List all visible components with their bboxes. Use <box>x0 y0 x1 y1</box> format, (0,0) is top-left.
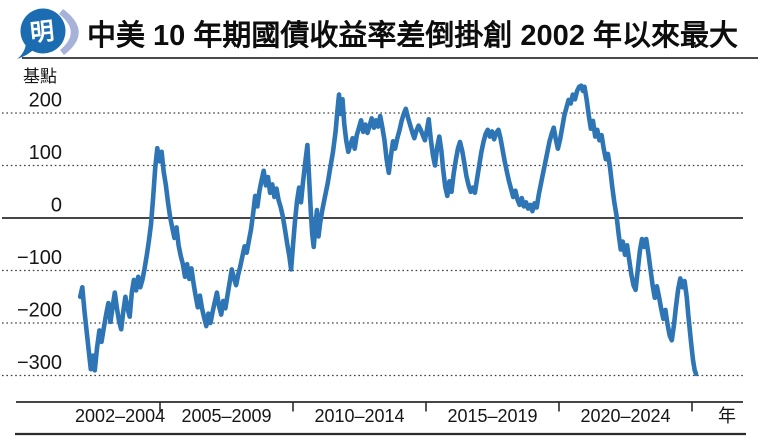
x-axis-tick-label: 2010–2014 <box>314 406 404 426</box>
page-title: 中美 10 年期國債收益率差倒掛創 2002 年以來最大 <box>87 20 738 52</box>
y-axis-tick-label: 0 <box>51 195 62 217</box>
logo-bubble-icon <box>20 8 66 54</box>
y-axis-tick-label: −200 <box>17 300 62 322</box>
logo-swoosh-icon <box>59 9 79 55</box>
y-axis-tick-label: −100 <box>17 247 62 269</box>
logo-bubble-tail-icon <box>17 43 35 59</box>
x-axis-tick-label: 2002–2004 <box>75 406 165 426</box>
mingpao-logo: 明 <box>17 8 79 59</box>
yield-spread-series-line <box>77 83 699 377</box>
y-axis-tick-label: 100 <box>29 142 62 164</box>
logo-glyph: 明 <box>29 18 56 47</box>
y-axis-tick-label: 200 <box>29 90 62 112</box>
y-axis-tick-label: −300 <box>17 352 62 374</box>
header-divider <box>22 57 758 59</box>
y-axis-unit-label: 基點 <box>23 67 57 86</box>
x-axis-tick-label: 2015–2019 <box>447 406 537 426</box>
x-axis-tick-label: 2005–2009 <box>181 406 271 426</box>
x-axis-tick-label: 2020–2024 <box>580 406 670 426</box>
x-axis-unit-label: 年 <box>718 406 736 426</box>
